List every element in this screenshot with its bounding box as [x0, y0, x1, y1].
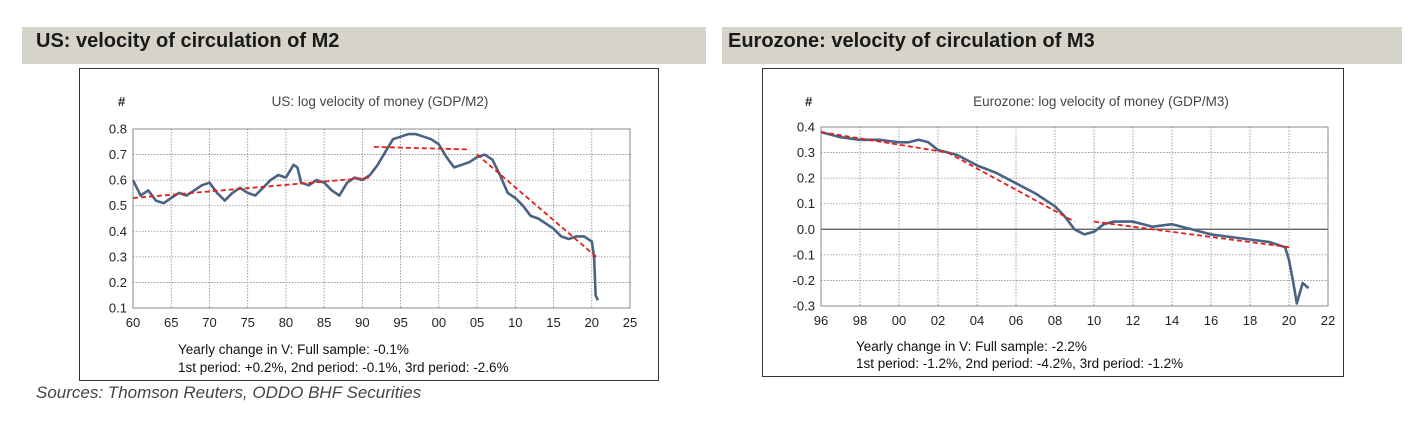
ez-x-tick: 00 — [892, 313, 906, 328]
us-y-tick: 0.7 — [109, 147, 127, 162]
us-x-tick: 60 — [126, 315, 140, 330]
us-y-tick: 0.6 — [109, 173, 127, 188]
ez-x-tick: 18 — [1243, 313, 1257, 328]
us-y-tick: 0.3 — [109, 249, 127, 264]
us-y-tick: 0.5 — [109, 198, 127, 213]
ez-y-tick: 0.2 — [797, 171, 815, 186]
ez-y-tick: -0.2 — [793, 273, 815, 288]
ez-x-tick: 04 — [970, 313, 984, 328]
ez-series-line — [820, 130, 1310, 305]
us-y-tick: 0.4 — [109, 224, 127, 239]
ez-y-tick: 0.4 — [797, 120, 815, 135]
ez-trend-line-3 — [1093, 220, 1290, 249]
us-y-tick: 0.8 — [109, 122, 127, 137]
us-x-tick: 70 — [202, 315, 216, 330]
ez-x-tick: 12 — [1126, 313, 1140, 328]
us-x-tick: 80 — [279, 315, 293, 330]
ez-y-tick: 0.1 — [797, 196, 815, 211]
ez-x-tick: 14 — [1165, 313, 1179, 328]
ez-annotation-2: 1st period: -1.2%, 2nd period: -4.2%, 3r… — [856, 356, 1183, 371]
us-annotation-2: 1st period: +0.2%, 2nd period: -0.1%, 3r… — [178, 360, 509, 375]
us-x-tick: 85 — [317, 315, 331, 330]
ez-chart-title: Eurozone: log velocity of money (GDP/M3) — [973, 94, 1229, 109]
us-x-tick: 05 — [470, 315, 484, 330]
ez-x-tick: 02 — [931, 313, 945, 328]
us-y-tick: 0.1 — [109, 301, 127, 316]
us-x-tick: 90 — [355, 315, 369, 330]
us-y-tick: 0.2 — [109, 275, 127, 290]
us-plot-area — [132, 128, 631, 309]
ez-y-unit-label: # — [805, 94, 813, 109]
ez-y-tick: -0.3 — [793, 299, 815, 314]
us-annotation-1: Yearly change in V: Full sample: -0.1% — [178, 342, 409, 357]
ez-x-tick: 06 — [1009, 313, 1023, 328]
us-x-tick: 20 — [585, 315, 599, 330]
us-x-tick: 00 — [432, 315, 446, 330]
us-x-tick: 25 — [623, 315, 637, 330]
us-x-tick: 10 — [508, 315, 522, 330]
ez-section-title: Eurozone: velocity of circulation of M3 — [728, 30, 1095, 52]
ez-x-tick: 22 — [1321, 313, 1335, 328]
ez-title-band — [722, 27, 1402, 64]
ez-trend-line-2 — [947, 151, 1075, 223]
us-series-line — [131, 132, 600, 301]
ez-annotation-1: Yearly change in V: Full sample: -2.2% — [856, 339, 1087, 354]
ez-velocity-chart: 0.4 0.3 0.2 0.1 0.0 -0.1 -0.2 -0.396 98 00 02 04 06 0… — [793, 94, 1336, 371]
us-chart-frame: 0.8 0.7 0.6 0.5 0.4 0.3 0.2 0.1 60 65 70 75 80 85 90 95… — [79, 68, 659, 381]
us-title-band — [22, 27, 706, 64]
us-x-tick: 75 — [240, 315, 254, 330]
us-x-tick: 95 — [393, 315, 407, 330]
us-chart-title: US: log velocity of money (GDP/M2) — [272, 94, 489, 109]
us-trend-line-3 — [476, 153, 597, 258]
ez-x-tick: 16 — [1204, 313, 1218, 328]
ez-plot-area — [820, 126, 1329, 307]
ez-trend-line-1 — [820, 131, 948, 154]
us-y-unit-label: # — [118, 94, 126, 109]
ez-x-tick: 10 — [1087, 313, 1101, 328]
ez-chart-frame: 0.4 0.3 0.2 0.1 0.0 -0.1 -0.2 -0.3 96 98 00 02 04 06 0… — [762, 68, 1344, 377]
ez-x-tick: 08 — [1048, 313, 1062, 328]
ez-y-tick: 0.3 — [797, 145, 815, 160]
us-velocity-chart: 0.8 0.7 0.6 0.5 0.4 0.3 0.2 0.160 65 70 75 80 85 90 95… — [109, 94, 637, 375]
ez-y-tick: 0.0 — [797, 222, 815, 237]
ez-x-tick: 96 — [814, 313, 828, 328]
source-note: Sources: Thomson Reuters, ODDO BHF Secur… — [36, 383, 422, 402]
us-x-tick: 15 — [546, 315, 560, 330]
ez-y-tick: -0.1 — [793, 247, 815, 262]
us-x-tick: 65 — [164, 315, 178, 330]
ez-x-tick: 20 — [1282, 313, 1296, 328]
ez-x-tick: 98 — [853, 313, 867, 328]
us-section-title: US: velocity of circulation of M2 — [36, 30, 340, 52]
